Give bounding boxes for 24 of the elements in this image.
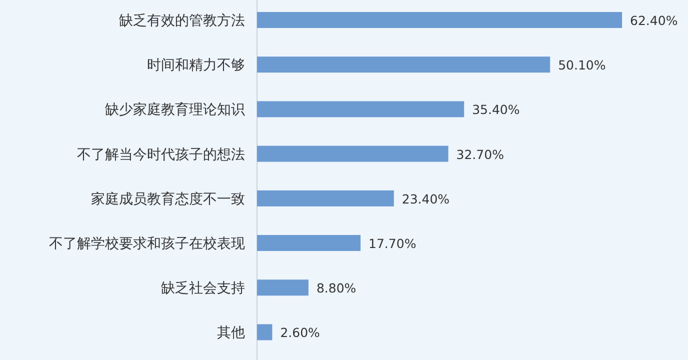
data-label: 2.60% <box>280 325 320 340</box>
y-tick-label: 其他 <box>217 325 245 342</box>
data-label: 35.40% <box>472 102 520 118</box>
bar <box>257 101 464 118</box>
data-label: 23.40% <box>402 191 450 206</box>
bar <box>257 235 361 251</box>
y-tick-label: 缺乏有效的管教方法 <box>119 13 245 29</box>
y-tick-label: 家庭成员教育态度不一致 <box>91 190 245 208</box>
bar <box>257 146 448 162</box>
data-label: 17.70% <box>368 236 416 251</box>
y-tick-label: 缺乏社会支持 <box>161 280 245 297</box>
bar <box>257 190 394 206</box>
data-label: 32.70% <box>456 146 504 162</box>
data-label: 50.10% <box>558 58 606 73</box>
bar <box>257 56 550 73</box>
bar <box>257 12 622 28</box>
y-tick-label: 时间和精力不够 <box>147 58 245 74</box>
y-tick-label: 缺少家庭教育理论知识 <box>105 101 245 118</box>
data-label: 8.80% <box>316 280 356 296</box>
bar <box>257 280 308 296</box>
data-label: 62.40% <box>630 13 678 28</box>
y-tick-label: 不了解学校要求和孩子在校表现 <box>49 236 245 252</box>
y-tick-label: 不了解当今时代孩子的想法 <box>77 146 245 163</box>
bar <box>257 324 272 340</box>
